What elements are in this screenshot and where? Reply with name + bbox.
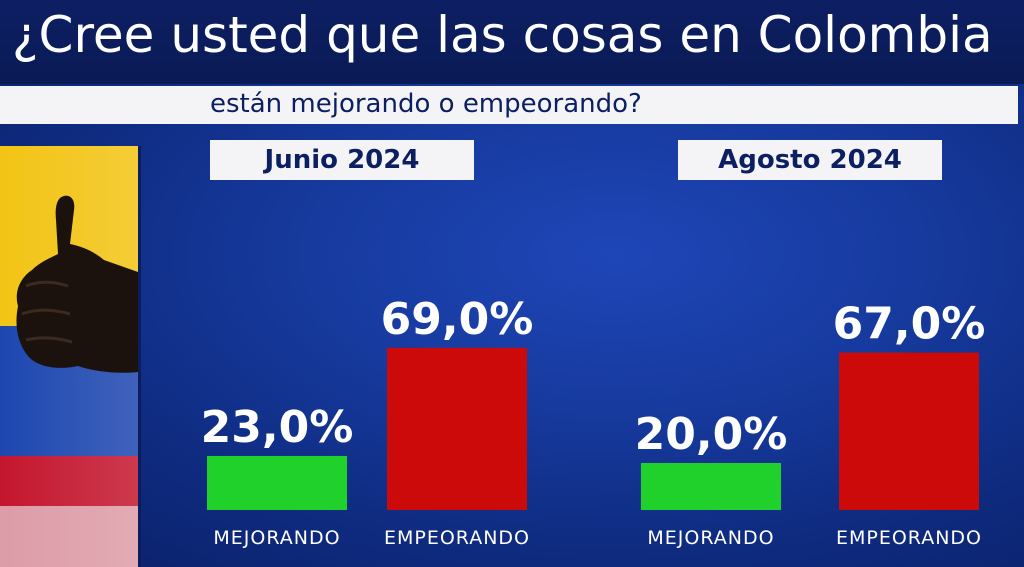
subtitle-bar: están mejorando o empeorando? (0, 86, 1018, 124)
title-bar: ¿Cree usted que las cosas en Colombia (0, 0, 1024, 84)
chart-subtitle: están mejorando o empeorando? (210, 89, 642, 119)
category-label-mejorando-1: MEJORANDO (647, 527, 774, 549)
category-label-mejorando-0: MEJORANDO (213, 527, 340, 549)
value-label-empeorando-1: 67,0% (833, 299, 986, 350)
bar-mejorando-0 (207, 455, 347, 510)
bar-mejorando-1 (641, 463, 781, 510)
period-box-agosto: Agosto 2024 (678, 140, 942, 180)
value-label-mejorando-1: 20,0% (635, 409, 788, 460)
bar-empeorando-0 (387, 347, 527, 510)
value-label-empeorando-0: 69,0% (381, 294, 534, 345)
period-label-agosto: Agosto 2024 (718, 145, 902, 175)
period-label-junio: Junio 2024 (264, 145, 420, 175)
value-label-mejorando-0: 23,0% (201, 402, 354, 453)
period-box-junio: Junio 2024 (210, 140, 474, 180)
thumbs-up-icon (0, 146, 138, 567)
colombia-flag-photo (0, 146, 141, 567)
bar-empeorando-1 (839, 352, 979, 510)
category-label-empeorando-0: EMPEORANDO (384, 527, 530, 549)
chart-title: ¿Cree usted que las cosas en Colombia (12, 6, 993, 64)
category-label-empeorando-1: EMPEORANDO (836, 527, 982, 549)
